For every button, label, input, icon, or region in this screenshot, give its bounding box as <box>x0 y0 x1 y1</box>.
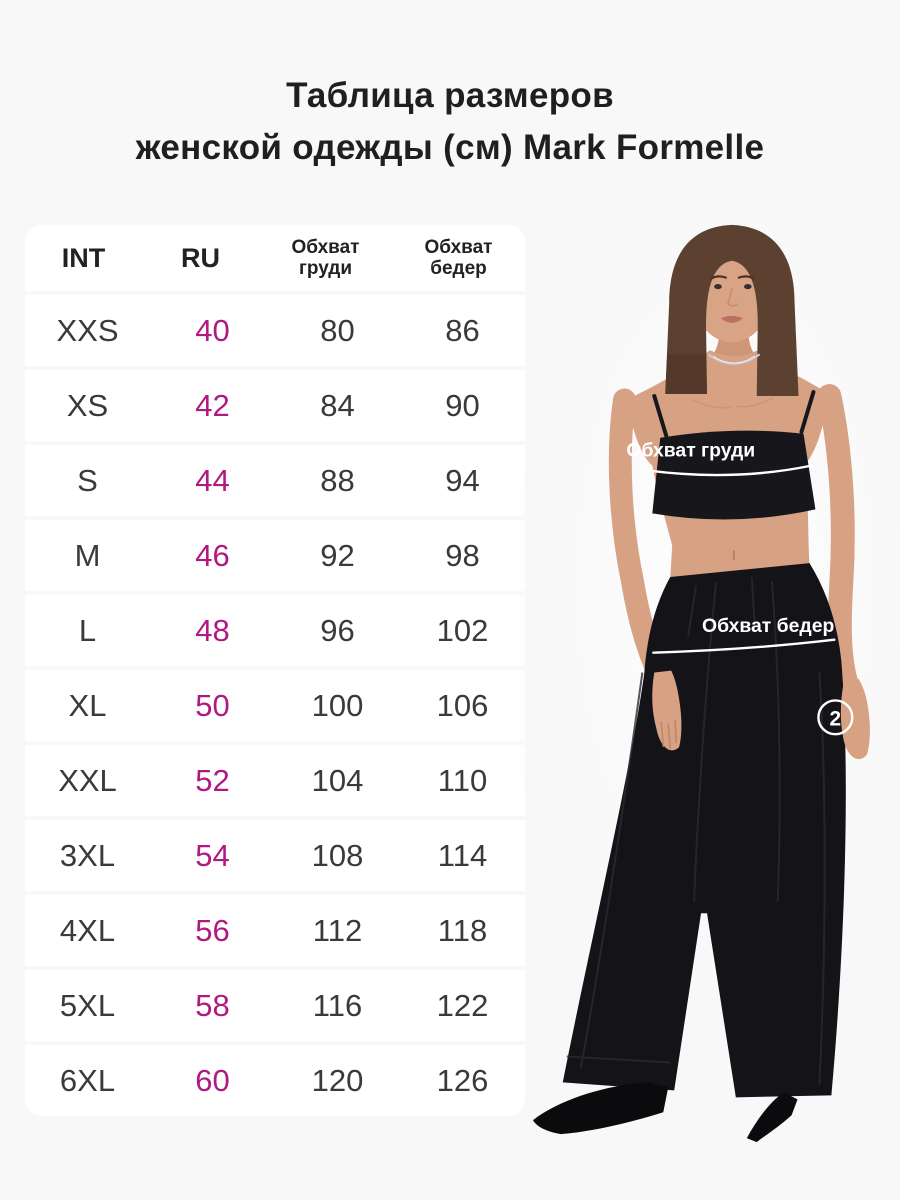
table-row: XL 50 100 106 <box>25 670 525 741</box>
cell-int-size: S <box>77 462 98 498</box>
page-title: Таблица размеров женской одежды (см) Mar… <box>0 70 900 174</box>
table-row: 4XL 56 112 118 <box>25 895 525 966</box>
eyebrows <box>709 275 755 280</box>
table-row: 5XL 58 116 122 <box>25 970 525 1041</box>
cell-hips-cm: 102 <box>436 612 489 648</box>
column-header-hips: Обхват бедер <box>424 237 493 279</box>
cell-hips-cm: 94 <box>445 462 480 498</box>
model-left-hand <box>652 670 682 751</box>
model-illustration: Обхват груди Обхват бедер 2 <box>520 205 900 1143</box>
cell-ru-size: 48 <box>195 612 230 648</box>
right-eye <box>744 283 752 290</box>
cell-int-size: 5XL <box>59 987 116 1023</box>
chest-measure-line <box>647 464 813 477</box>
cell-chest-cm: 100 <box>311 687 364 723</box>
cell-int-size: 4XL <box>59 912 116 948</box>
left-hand-fingers <box>660 719 677 749</box>
cell-hips-cm: 122 <box>436 987 489 1023</box>
hips-badge-number: 2 <box>830 707 842 730</box>
column-header-chest: Обхват груди <box>291 237 360 279</box>
nose <box>726 287 738 307</box>
cell-ru-size: 50 <box>195 687 230 723</box>
cell-chest-cm: 104 <box>311 762 364 798</box>
table-row: 6XL 60 120 126 <box>25 1045 525 1116</box>
cell-ru-size: 44 <box>195 462 230 498</box>
model-right-arm <box>817 384 862 705</box>
hips-badge-circle <box>817 699 854 736</box>
cell-int-size: L <box>78 612 97 648</box>
chest-measure-label: Обхват груди <box>626 440 755 462</box>
cell-int-size: XXS <box>56 312 119 348</box>
necklace-glint <box>712 355 756 364</box>
table-row: S 44 88 94 <box>25 445 525 516</box>
hips-measure-label: Обхват бедер <box>702 615 834 637</box>
cell-chest-cm: 92 <box>320 537 355 573</box>
column-header-ru: RU <box>181 242 220 273</box>
cell-hips-cm: 118 <box>437 912 488 948</box>
cell-ru-size: 58 <box>195 987 230 1023</box>
hips-measure-line <box>652 638 836 654</box>
cell-hips-cm: 110 <box>437 762 488 798</box>
right-shoe <box>746 1092 798 1143</box>
table-row: XXS 40 80 86 <box>25 295 525 366</box>
table-header-row: INT RU Обхват груди Обхват бедер <box>25 225 525 291</box>
cell-chest-cm: 108 <box>311 837 364 873</box>
cell-hips-cm: 90 <box>445 387 480 423</box>
cell-ru-size: 52 <box>195 762 230 798</box>
cell-int-size: XL <box>68 687 107 723</box>
model-photo: Обхват груди Обхват бедер 2 <box>520 205 900 1160</box>
cell-ru-size: 56 <box>195 912 230 948</box>
cell-hips-cm: 98 <box>445 537 480 573</box>
cell-ru-size: 60 <box>195 1062 230 1098</box>
lips <box>720 315 743 323</box>
cell-hips-cm: 114 <box>437 837 488 873</box>
cell-chest-cm: 120 <box>311 1062 364 1098</box>
size-table: INT RU Обхват груди Обхват бедер XXS 40 … <box>25 225 525 1116</box>
cell-ru-size: 40 <box>195 312 230 348</box>
cell-int-size: XXL <box>58 762 117 798</box>
cell-hips-cm: 106 <box>436 687 489 723</box>
cell-int-size: M <box>74 537 101 573</box>
left-eye <box>714 283 722 290</box>
model-hair-strand-left <box>665 354 708 395</box>
cell-hips-cm: 126 <box>436 1062 489 1098</box>
table-row: L 48 96 102 <box>25 595 525 666</box>
page-title-line1: Таблица размеров <box>286 76 614 115</box>
cell-ru-size: 42 <box>195 387 230 423</box>
cell-chest-cm: 112 <box>312 912 363 948</box>
pants <box>562 563 846 1098</box>
cell-chest-cm: 80 <box>320 312 355 348</box>
table-row: 3XL 54 108 114 <box>25 820 525 891</box>
cell-chest-cm: 96 <box>320 612 355 648</box>
cell-ru-size: 46 <box>195 537 230 573</box>
cell-chest-cm: 84 <box>320 387 355 423</box>
model-right-hand <box>840 678 870 760</box>
table-row: XS 42 84 90 <box>25 370 525 441</box>
model-hair <box>665 224 799 396</box>
cell-chest-cm: 88 <box>320 462 355 498</box>
crop-top-strap-left <box>652 394 669 438</box>
table-row: XXL 52 104 110 <box>25 745 525 816</box>
crop-top-strap-right <box>799 390 816 434</box>
table-row: M 46 92 98 <box>25 520 525 591</box>
cell-int-size: XS <box>66 387 109 423</box>
cell-ru-size: 54 <box>195 837 230 873</box>
cell-hips-cm: 86 <box>445 312 480 348</box>
left-shoe <box>532 1082 669 1135</box>
cell-int-size: 3XL <box>59 837 116 873</box>
page-title-line2: женской одежды (см) Mark Formelle <box>135 128 765 167</box>
pants-folds <box>566 576 826 1085</box>
cell-chest-cm: 116 <box>312 987 363 1023</box>
collarbone-shading <box>691 397 774 409</box>
column-header-int: INT <box>61 242 106 273</box>
cell-int-size: 6XL <box>59 1062 116 1098</box>
